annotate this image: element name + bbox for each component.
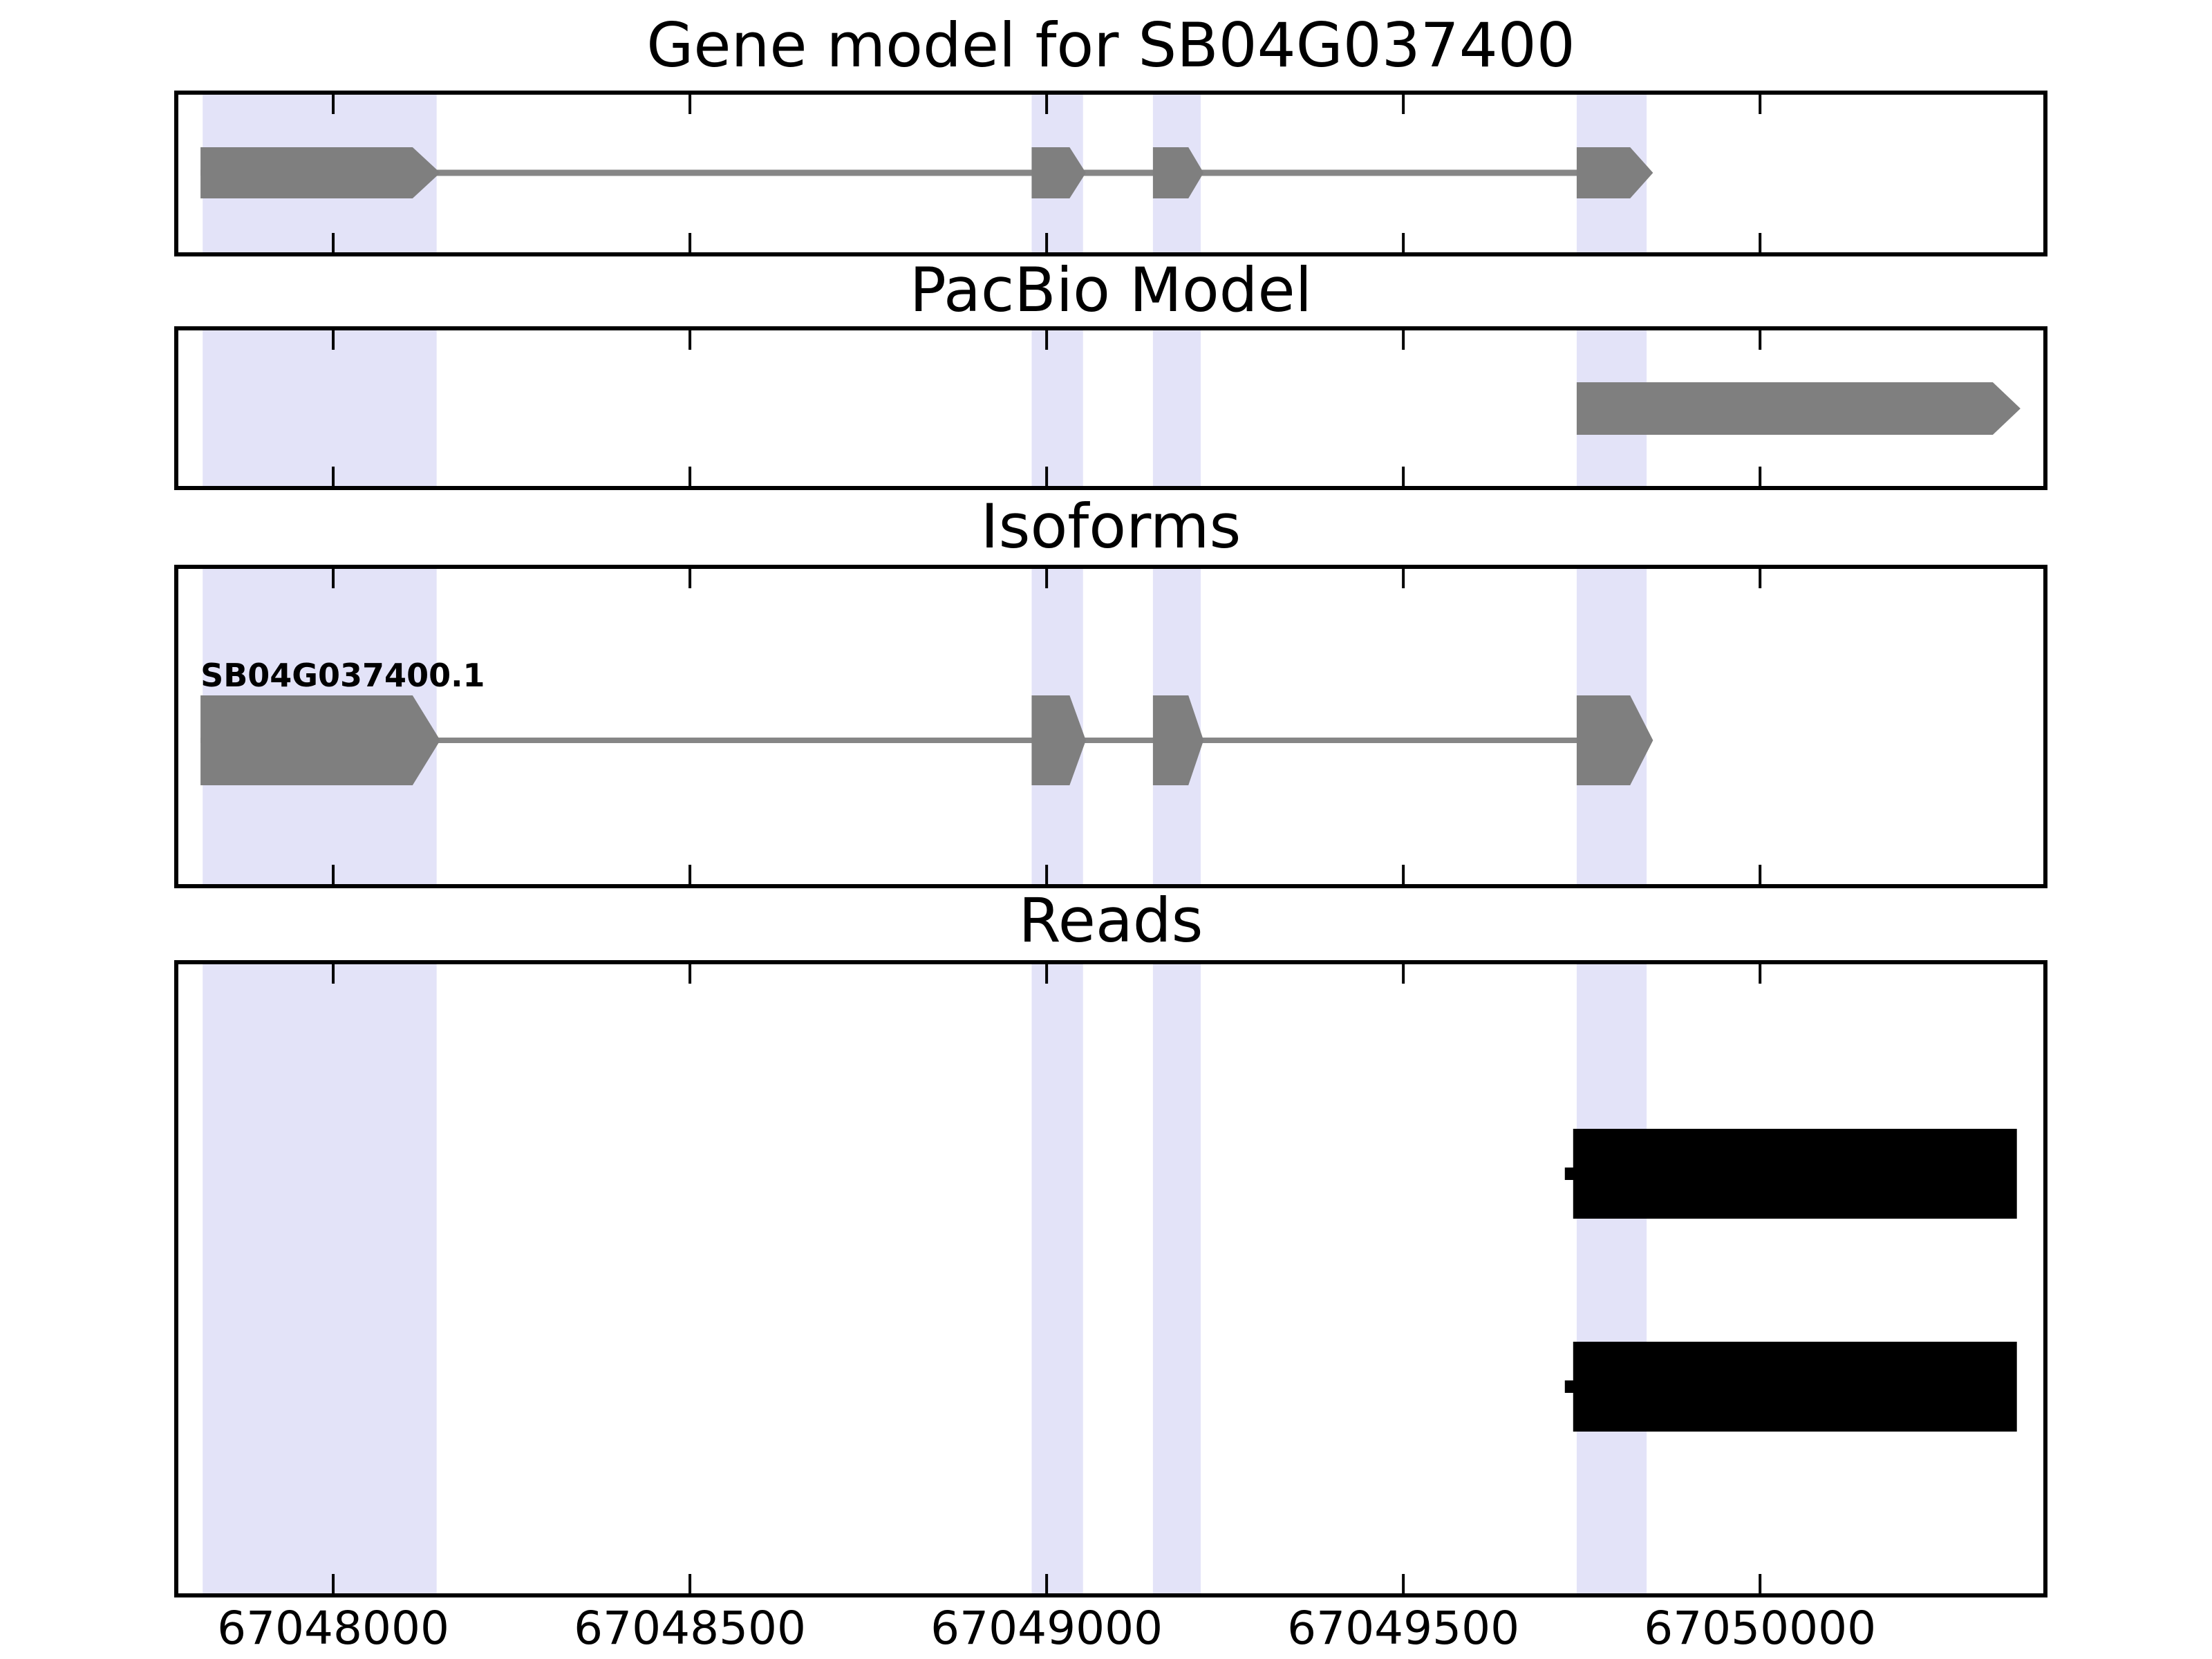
axis-tick [332,95,335,114]
axis-tick [1045,1574,1049,1593]
highlight-band-0 [203,962,437,1595]
exon-arrow-0 [200,695,440,785]
axis-tick [1402,330,1405,350]
axis-tick [1045,865,1049,884]
exon-arrow-3 [1576,147,1653,198]
x-axis-tick-label-1: 67048500 [574,1602,807,1655]
track-title-reads: Reads [1018,885,1203,956]
track-title-pacbio-model: PacBio Model [909,254,1313,326]
axis-tick [1402,95,1405,114]
axis-tick [332,233,335,252]
read-start-tick-0 [1564,1168,1575,1180]
axis-tick [688,1574,692,1593]
track-title-isoforms: Isoforms [980,491,1241,562]
axis-tick [1045,569,1049,588]
axis-tick [332,1574,335,1593]
axis-tick [1045,233,1049,252]
x-axis-tick-label-2: 67049000 [930,1602,1163,1655]
axis-tick [688,233,692,252]
axis-tick [332,569,335,588]
axis-tick [1402,233,1405,252]
highlight-band-1 [1031,962,1083,1595]
axis-tick [1402,964,1405,984]
read-start-tick-1 [1564,1380,1575,1393]
axis-tick [688,467,692,486]
highlight-band-0 [203,328,437,488]
axis-tick [688,569,692,588]
track-frame-1 [174,326,2047,490]
axis-tick [1759,233,1762,252]
axis-tick [688,95,692,114]
axis-tick [1402,467,1405,486]
intron-line [200,169,1649,176]
exon-arrow-0 [200,147,440,198]
isoform-label: SB04G037400.1 [200,657,485,694]
exon-arrow-1 [1031,695,1086,785]
track-title-gene-model: Gene model for SB04G037400 [646,10,1575,81]
axis-tick [332,964,335,984]
track-frame-3 [174,960,2047,1597]
x-axis-tick-label-0: 67048000 [217,1602,450,1655]
axis-tick [1045,95,1049,114]
intron-line [200,738,1649,743]
exon-arrow-2 [1152,695,1204,785]
axis-tick [1402,1574,1405,1593]
axis-tick [1759,964,1762,984]
track-frame-2 [174,565,2047,888]
axis-tick [332,330,335,350]
axis-tick [1402,865,1405,884]
axis-tick [688,964,692,984]
axis-tick [1759,865,1762,884]
axis-tick [688,330,692,350]
axis-tick [688,865,692,884]
highlight-band-3 [1576,962,1647,1595]
axis-tick [1045,467,1049,486]
x-axis-tick-label-4: 67050000 [1644,1602,1877,1655]
highlight-band-2 [1152,328,1201,488]
exon-arrow-3 [1576,695,1653,785]
read-bar-0 [1573,1129,2017,1219]
exon-arrow-0 [1576,382,2021,435]
x-axis-tick-label-3: 67049500 [1287,1602,1520,1655]
highlight-band-2 [1152,962,1201,1595]
axis-tick [1759,1574,1762,1593]
axis-tick [1759,330,1762,350]
axis-tick [332,865,335,884]
axis-tick [1759,467,1762,486]
axis-tick [1045,964,1049,984]
track-frame-0 [174,91,2047,256]
axis-tick [332,467,335,486]
exon-arrow-1 [1031,147,1086,198]
highlight-band-1 [1031,328,1083,488]
axis-tick [1759,569,1762,588]
exon-arrow-2 [1152,147,1204,198]
read-bar-1 [1573,1342,2017,1432]
axis-tick [1045,330,1049,350]
axis-tick [1402,569,1405,588]
axis-tick [1759,95,1762,114]
